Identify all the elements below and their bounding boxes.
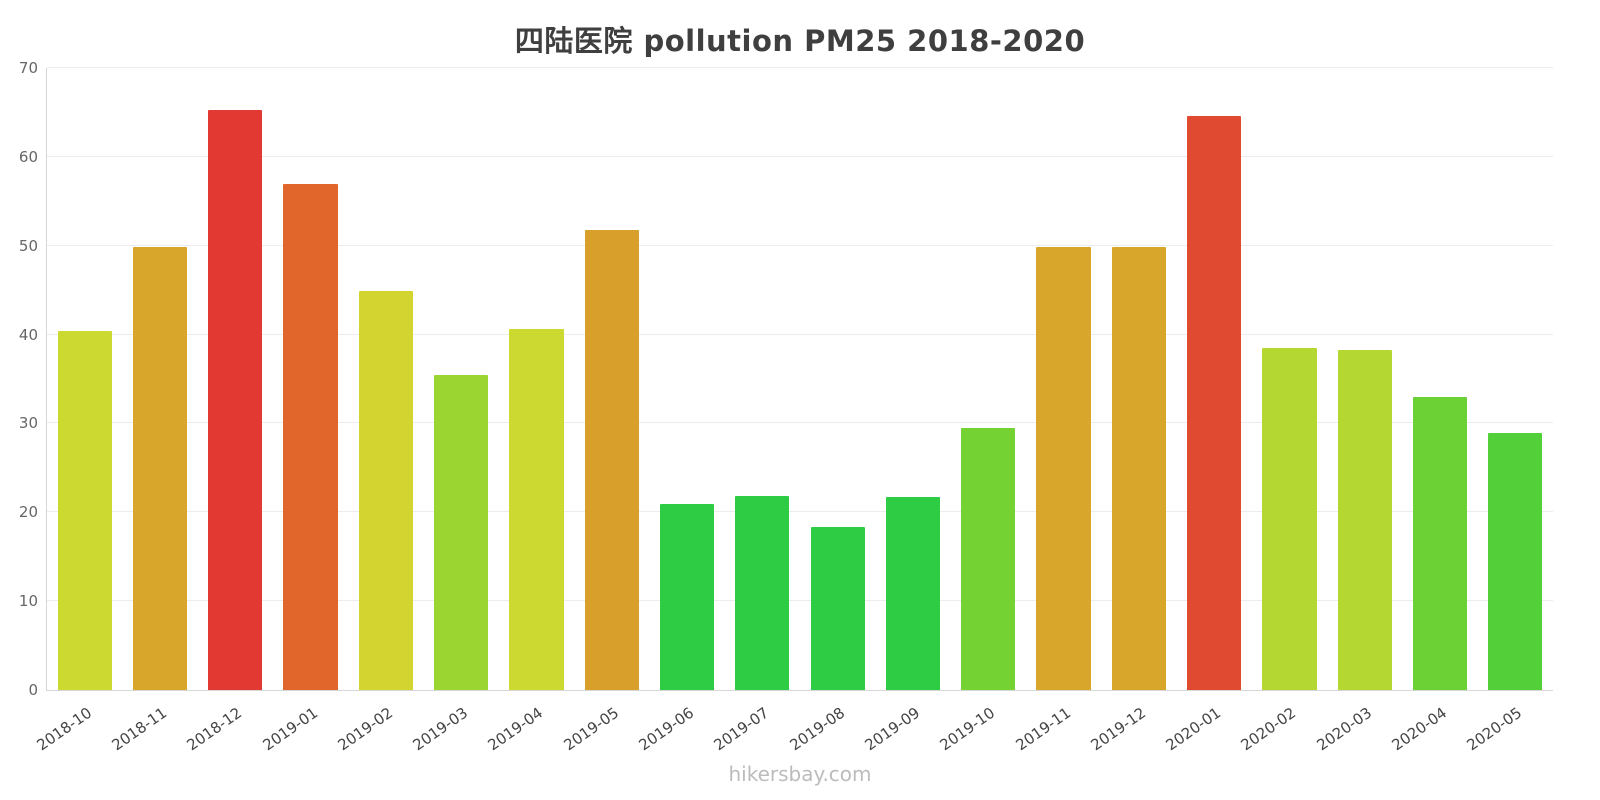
bar-2018-11[interactable]: [132, 246, 188, 690]
x-axis-tick-label: 2019-12: [1087, 703, 1150, 755]
bar-2019-11[interactable]: [1036, 246, 1091, 690]
bar-2020-01[interactable]: [1187, 115, 1242, 690]
bar-2019-03[interactable]: [434, 374, 489, 690]
x-axis-tick-label: 2019-11: [1012, 703, 1074, 755]
bar-2019-09[interactable]: [885, 497, 941, 690]
x-axis-tick-label: 2019-03: [409, 703, 472, 755]
x-axis-tick-label: 2020-03: [1313, 703, 1375, 755]
x-axis-tick-label: 2020-05: [1463, 703, 1526, 755]
bar-2019-01[interactable]: [283, 184, 338, 690]
bar-2019-07[interactable]: [735, 496, 790, 690]
y-axis-tick-label: 50: [18, 236, 38, 255]
x-axis-tick-label: 2018-11: [108, 703, 171, 755]
bar-2019-05[interactable]: [584, 229, 639, 690]
bar-2018-12[interactable]: [208, 109, 263, 690]
y-axis-tick-label: 60: [18, 147, 38, 166]
y-axis-tick-label: 30: [18, 414, 38, 433]
y-axis-tick-label: 10: [18, 592, 38, 611]
plot-area: 0 10 20 30 40 50 60 70 2018-10 2018-11 2018-12 2019…: [19, 59, 1553, 754]
x-axis-tick-label: 2020-02: [1237, 703, 1300, 755]
y-axis-tick-label: 0: [28, 681, 38, 699]
bar-2019-12[interactable]: [1111, 246, 1166, 690]
bar-2019-10[interactable]: [961, 427, 1016, 690]
x-axis-tick-label: 2019-06: [635, 703, 698, 755]
bar-2020-05[interactable]: [1488, 433, 1543, 690]
bar-2019-04[interactable]: [509, 329, 564, 690]
x-axis-tick-label: 2019-01: [259, 703, 321, 755]
bar-2020-03[interactable]: [1337, 349, 1392, 690]
x-axis-tick-label: 2020-01: [1162, 703, 1225, 755]
y-axis-tick-label: 40: [18, 325, 38, 344]
bar-2018-10[interactable]: [57, 331, 112, 690]
gridline: [47, 511, 1553, 513]
gridline: [47, 67, 1553, 68]
gridline: [47, 422, 1553, 424]
x-axis-tick-label: 2020-04: [1388, 703, 1451, 755]
x-axis-tick-label: 2019-08: [786, 703, 848, 755]
x-axis-tick-label: 2019-09: [861, 703, 924, 755]
x-axis-tick-label: 2019-05: [560, 703, 622, 755]
gridline: [47, 333, 1553, 335]
chart-title: 四陆医院 pollution PM25 2018-2020: [514, 24, 1086, 58]
x-axis-tick-label: 2019-10: [936, 703, 999, 755]
source-footer: hikersbay.com: [728, 762, 872, 786]
gridline: [47, 244, 1553, 246]
x-axis-tick-label: 2018-10: [33, 703, 95, 755]
x-axis-tick-label: 2019-04: [484, 703, 547, 755]
x-axis-tick-label: 2019-02: [334, 703, 397, 755]
y-axis-tick-label: 70: [18, 59, 38, 77]
bar-2020-02[interactable]: [1262, 347, 1317, 690]
y-axis-tick-label: 20: [18, 503, 38, 522]
gridline: [47, 155, 1553, 157]
bar-2019-06[interactable]: [659, 504, 715, 690]
bar-2019-02[interactable]: [358, 291, 413, 690]
x-axis-tick-label: 2018-12: [183, 703, 246, 755]
bar-2020-04[interactable]: [1412, 396, 1468, 690]
bar-2019-08[interactable]: [810, 527, 865, 690]
x-axis-tick-label: 2019-07: [710, 703, 773, 755]
gridline: [47, 600, 1553, 602]
